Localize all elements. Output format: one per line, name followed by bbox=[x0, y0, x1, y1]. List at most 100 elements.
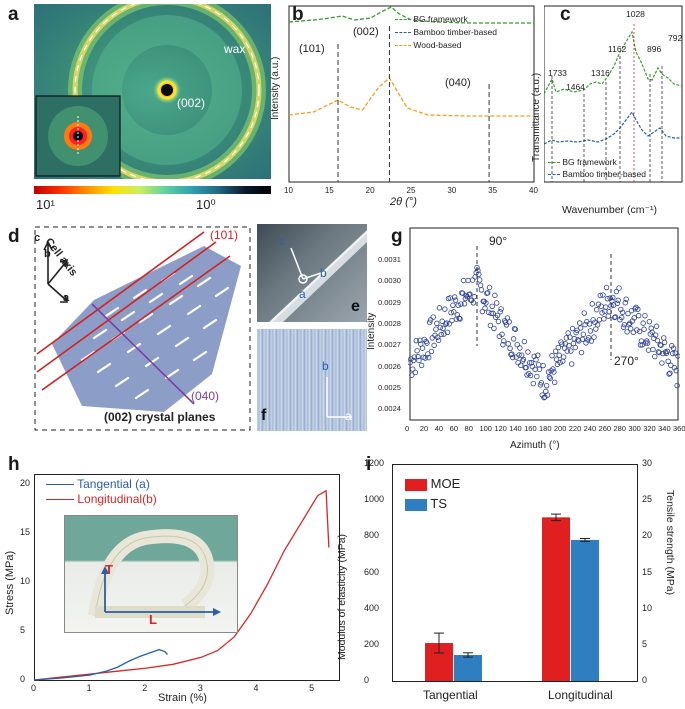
scatter-point bbox=[506, 319, 512, 325]
peak-1464: 1464 bbox=[566, 82, 585, 92]
scatter-point bbox=[444, 329, 451, 335]
scatter-point bbox=[465, 277, 471, 284]
scatter-point bbox=[561, 345, 568, 351]
scatter-point bbox=[547, 375, 553, 381]
scatter-point bbox=[451, 294, 458, 300]
scatter-point bbox=[569, 325, 576, 332]
scatter-point bbox=[669, 350, 676, 357]
g-xtick-80: 80 bbox=[464, 424, 473, 433]
peak-896: 896 bbox=[647, 44, 662, 54]
scatter-point bbox=[463, 292, 469, 299]
scatter-point bbox=[583, 340, 589, 346]
legend-c-bamboo: Bamboo timber-based bbox=[548, 169, 646, 179]
scatter-point bbox=[411, 354, 418, 360]
scatter-point bbox=[666, 371, 672, 377]
photo-T-label: T bbox=[105, 562, 113, 577]
scatter-point bbox=[538, 380, 545, 386]
scatter-point bbox=[604, 296, 611, 302]
scatter-point bbox=[476, 271, 482, 278]
panel-i-chart bbox=[392, 464, 638, 682]
scatter-point bbox=[664, 348, 670, 355]
scatter-point bbox=[530, 380, 536, 387]
scatter-point bbox=[670, 345, 677, 351]
scatter-point bbox=[637, 342, 644, 348]
scatter-point bbox=[510, 336, 517, 342]
panel-f-photo: b a f bbox=[257, 329, 367, 431]
i-ytick-left-1000: 1000 bbox=[364, 494, 385, 505]
scatter-point bbox=[546, 374, 553, 380]
scatter-point bbox=[602, 304, 609, 310]
scatter-point bbox=[523, 364, 529, 371]
panel-g-ann-90: 90° bbox=[489, 234, 508, 248]
scatter-point bbox=[483, 300, 489, 306]
scatter-point bbox=[603, 284, 610, 291]
scatter-point bbox=[448, 309, 454, 316]
scatter-point bbox=[437, 324, 444, 331]
i-ytick-right-0: 0 bbox=[642, 675, 648, 685]
legend-wood: Wood-based bbox=[395, 40, 461, 50]
scatter-point bbox=[514, 342, 520, 348]
scatter-point bbox=[650, 346, 656, 353]
i-ytick-left-200: 200 bbox=[364, 638, 380, 649]
scatter-point bbox=[527, 372, 534, 379]
scatter-point bbox=[428, 348, 435, 355]
scatter-point bbox=[549, 352, 555, 359]
axis-b-label: b bbox=[44, 248, 51, 260]
scatter-point bbox=[443, 321, 449, 327]
b-xtick-35: 35 bbox=[488, 186, 498, 195]
peak-040: (040) bbox=[445, 77, 471, 89]
scatter-point bbox=[507, 345, 513, 352]
ts-bar-tangential bbox=[454, 654, 482, 681]
scatter-point bbox=[432, 332, 438, 339]
g-xtick-340: 340 bbox=[658, 424, 671, 433]
scatter-point bbox=[488, 310, 494, 317]
scatter-point bbox=[492, 292, 498, 299]
scatter-point bbox=[510, 354, 516, 361]
scatter-point bbox=[612, 314, 619, 320]
panel-e-photo: c b a e bbox=[257, 224, 367, 322]
scatter-point bbox=[605, 313, 612, 319]
panel-d-diagram bbox=[34, 226, 251, 431]
b-xtick-40: 40 bbox=[529, 186, 538, 195]
scatter-point bbox=[559, 341, 565, 347]
panel-i-ylabel-left: Modulus of elasticity (MPa) bbox=[336, 533, 348, 660]
scatter-point bbox=[601, 316, 607, 322]
scatter-point bbox=[499, 331, 505, 338]
scatter-point bbox=[491, 325, 497, 332]
scatter-point bbox=[456, 315, 462, 321]
scatter-point bbox=[518, 362, 524, 369]
scatter-point bbox=[422, 355, 428, 361]
scatter-point bbox=[616, 285, 622, 291]
scatter-point bbox=[409, 372, 415, 378]
scatter-point bbox=[555, 344, 561, 351]
scatter-point bbox=[622, 300, 628, 306]
i-ytick-left-600: 600 bbox=[364, 566, 380, 577]
scatter-point bbox=[493, 300, 500, 306]
scatter-point bbox=[518, 352, 525, 358]
scatter-point bbox=[607, 295, 613, 301]
scatter-point bbox=[497, 309, 503, 315]
moe-bar-longitudinal bbox=[542, 517, 570, 681]
g-xtick-100: 100 bbox=[479, 424, 492, 433]
panel-b-chart bbox=[288, 5, 535, 183]
scatter-point bbox=[503, 322, 510, 328]
scatter-point bbox=[641, 326, 647, 332]
g-xtick-120: 120 bbox=[494, 424, 507, 433]
scatter-point bbox=[619, 314, 625, 321]
scatter-point bbox=[540, 362, 546, 369]
scatter-point bbox=[652, 353, 658, 360]
g-xtick-240: 240 bbox=[583, 424, 597, 433]
scatter-point bbox=[508, 351, 514, 358]
legend-ts: TS bbox=[405, 496, 447, 511]
scatter-point bbox=[580, 331, 587, 338]
scatter-point bbox=[462, 295, 469, 302]
peak-1733: 1733 bbox=[548, 68, 567, 78]
legend-tangential: Tangential (a) bbox=[46, 477, 150, 491]
scatter-point bbox=[579, 336, 586, 342]
scatter-point bbox=[635, 312, 642, 319]
h-ytick-0: 0 bbox=[20, 674, 26, 684]
g-xtick-280: 280 bbox=[613, 424, 626, 433]
scatter-point bbox=[512, 326, 519, 332]
legend-c-bg: BG framework bbox=[548, 157, 617, 167]
scatter-point bbox=[600, 292, 606, 298]
